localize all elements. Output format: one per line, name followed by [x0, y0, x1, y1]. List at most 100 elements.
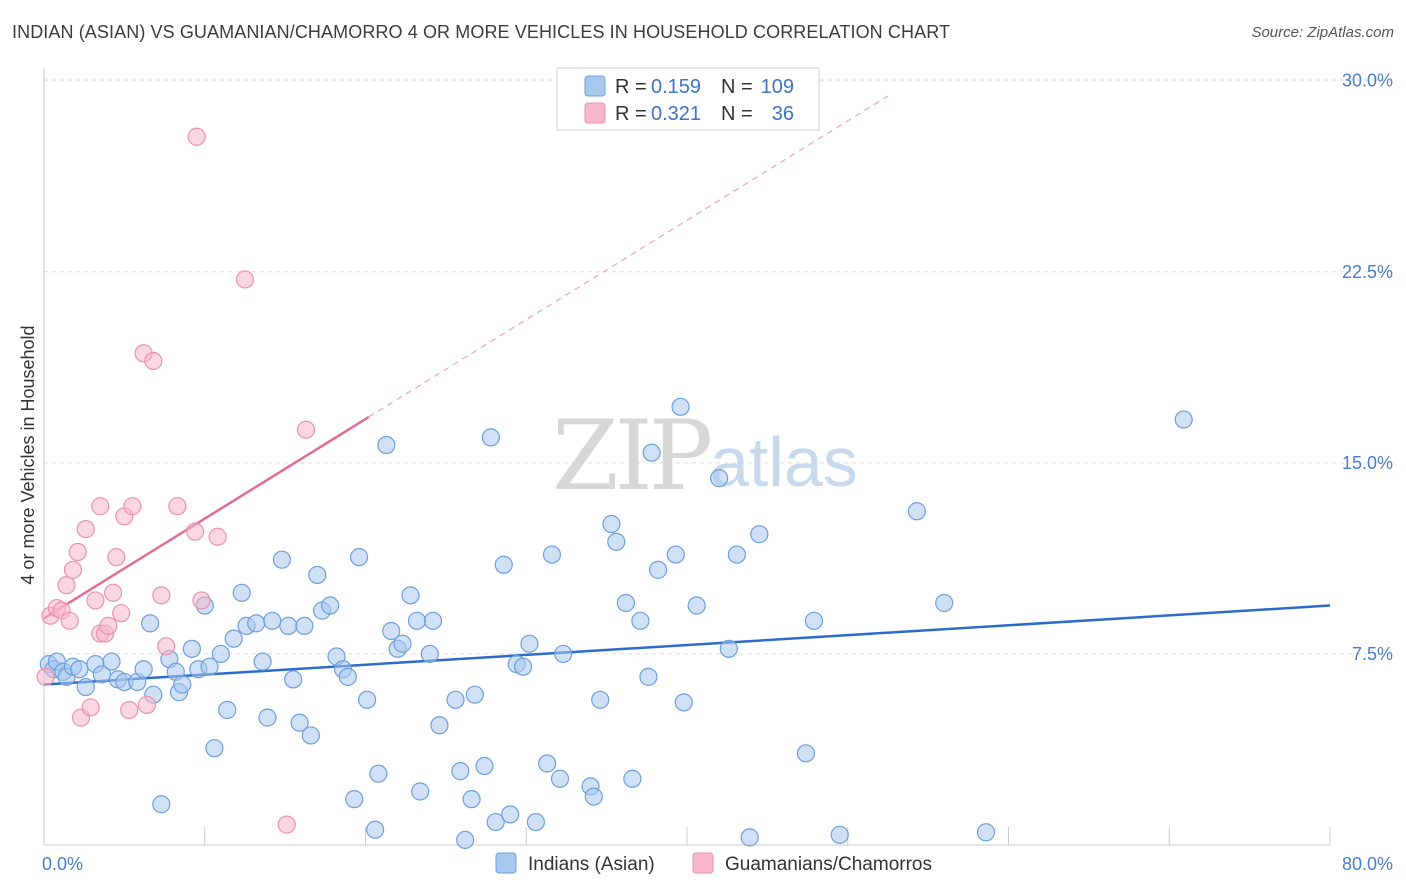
point-guamanians-31 [208, 527, 227, 546]
point-indians-92 [666, 545, 685, 564]
point-indians-44 [321, 596, 340, 615]
legend-r-label-2: R = [615, 103, 647, 125]
source-label: Source: ZipAtlas.com [1251, 24, 1394, 41]
point-indians-22 [182, 639, 201, 658]
point-guamanians-8 [76, 520, 95, 539]
legend-r-value-1: 0.159 [651, 76, 701, 98]
y-tick-label: 22.5% [1342, 262, 1393, 282]
legend-n-label-2: N = [721, 103, 753, 125]
point-indians-35 [263, 611, 282, 630]
point-indians-42 [308, 565, 327, 585]
point-guamanians-28 [186, 522, 205, 541]
y-tick-label: 30.0% [1342, 71, 1393, 91]
point-indians-78 [542, 545, 562, 564]
y-tick-label: 15.0% [1342, 453, 1393, 473]
y-tick-label: 7.5% [1352, 644, 1393, 664]
point-guamanians-0 [36, 667, 55, 686]
point-indians-95 [687, 596, 706, 615]
point-guamanians-7 [68, 542, 87, 562]
legend: R = 0.159 N = 109 R = 0.321 N = 36 [556, 67, 820, 131]
point-guamanians-33 [277, 815, 296, 834]
point-indians-98 [727, 545, 746, 564]
point-indians-89 [639, 667, 658, 686]
point-indians-38 [284, 670, 303, 689]
x-tick-label: 80.0% [1342, 854, 1393, 874]
point-indians-60 [420, 644, 439, 664]
point-indians-27 [211, 644, 230, 664]
point-indians-48 [345, 790, 364, 809]
point-indians-14 [134, 660, 153, 679]
point-indians-68 [475, 756, 494, 776]
point-indians-51 [366, 820, 385, 839]
point-guamanians-27 [168, 497, 187, 516]
bottom-legend-label-indians: Indians (Asian) [528, 854, 655, 875]
point-indians-40 [295, 616, 314, 636]
point-indians-39 [290, 713, 309, 732]
point-guamanians-20 [120, 700, 139, 720]
point-indians-6 [70, 660, 89, 679]
point-indians-50 [358, 690, 377, 709]
point-guamanians-5 [60, 611, 79, 630]
legend-r-value-2: 0.321 [651, 103, 701, 125]
point-indians-82 [584, 787, 603, 806]
point-indians-67 [465, 685, 484, 704]
point-indians-65 [456, 830, 475, 850]
point-guamanians-21 [123, 497, 142, 516]
point-indians-93 [671, 397, 690, 416]
legend-n-label-1: N = [721, 76, 753, 98]
x-tick-label: 0.0% [42, 854, 83, 874]
point-indians-61 [423, 611, 443, 630]
point-indians-97 [719, 639, 738, 658]
point-indians-107 [1174, 410, 1193, 429]
point-indians-26 [205, 739, 224, 758]
point-indians-96 [710, 469, 729, 488]
series-guamanians-points [36, 127, 316, 834]
point-indians-85 [607, 532, 626, 551]
point-indians-30 [232, 583, 251, 602]
point-guamanians-16 [104, 583, 123, 602]
point-indians-69 [481, 428, 500, 447]
point-indians-83 [591, 690, 610, 709]
watermark-zip: ZIP [552, 400, 711, 512]
y-tick-labels: 7.5% 15.0% 22.5% 30.0% [1342, 71, 1393, 664]
point-indians-41 [301, 726, 320, 745]
point-guamanians-34 [296, 420, 316, 439]
point-indians-74 [513, 657, 533, 676]
point-guamanians-18 [112, 604, 131, 623]
point-indians-57 [401, 586, 420, 605]
point-indians-33 [253, 652, 272, 671]
point-indians-104 [907, 502, 926, 521]
point-indians-53 [377, 435, 396, 455]
point-indians-102 [804, 611, 824, 630]
trend-lines [43, 95, 1331, 686]
point-indians-105 [935, 593, 954, 613]
point-indians-99 [740, 828, 759, 847]
point-indians-72 [501, 805, 520, 824]
point-indians-32 [247, 614, 266, 633]
point-guamanians-25 [152, 586, 171, 605]
point-indians-106 [976, 823, 996, 842]
point-guamanians-15 [99, 616, 118, 636]
x-tick-labels: 0.0% 80.0% [42, 854, 1393, 874]
point-indians-84 [602, 514, 621, 534]
y-axis-label: 4 or more Vehicles in Household [18, 325, 38, 584]
point-indians-71 [494, 555, 513, 574]
point-indians-87 [623, 769, 642, 788]
point-guamanians-30 [192, 591, 211, 610]
point-indians-90 [642, 443, 661, 462]
point-indians-101 [796, 744, 816, 763]
point-indians-64 [451, 762, 470, 781]
point-indians-28 [218, 700, 237, 720]
point-indians-9 [92, 665, 111, 684]
point-indians-62 [430, 716, 449, 735]
point-guamanians-13 [91, 497, 110, 516]
bottom-legend-label-guamanians: Guamanians/Chamorros [725, 854, 932, 875]
point-indians-34 [258, 708, 277, 727]
watermark-atlas: atlas [710, 423, 858, 501]
point-indians-88 [631, 611, 650, 630]
point-guamanians-4 [57, 576, 76, 595]
point-guamanians-23 [137, 695, 156, 714]
trend-line-guamanians [43, 415, 370, 620]
point-indians-86 [616, 593, 636, 613]
point-indians-91 [648, 560, 668, 579]
